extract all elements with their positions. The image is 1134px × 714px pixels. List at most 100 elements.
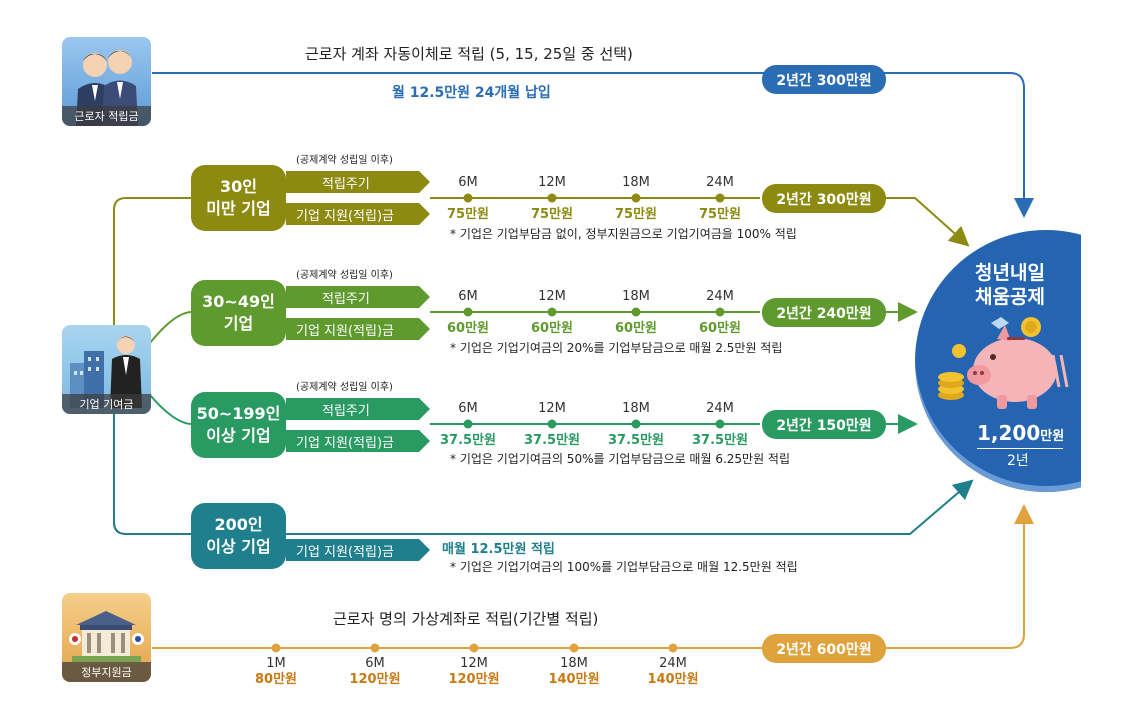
tier2-amount-label: 60만원 [530,321,574,336]
government-milestone-dot [469,643,479,653]
tier1-amount-label: 75만원 [614,207,658,222]
tier3-milestone-dot [463,419,473,429]
tier3-milestone-dot [631,419,641,429]
tier1-total-pill: 2년간 300만원 [762,184,886,213]
tier1-contract-note: (공제계약 성립일 이후) [296,155,393,166]
government-month-label: 18M [560,656,588,671]
tier2-support-label: 기업 지원(적립)금 [296,323,394,339]
worker-icon: 근로자 적립금 [62,37,151,126]
tier3-cycle-label: 적립주기 [322,403,370,419]
tier2-contract-note: (공제계약 성립일 이후) [296,270,393,281]
tier4-support-label: 기업 지원(적립)금 [296,544,394,560]
tier4-monthly: 매월 12.5만원 적립 [442,542,555,557]
tier3-amount-label: 37.5만원 [524,433,580,448]
tier3-amount-label: 37.5만원 [692,433,748,448]
worker-total-pill: 2년간 300만원 [762,65,886,94]
tier1-month-label: 12M [538,175,566,190]
government-amount-label: 140만원 [548,672,600,687]
tier3-month-label: 18M [622,401,650,416]
tier4-support-tag: 기업 지원(적립)금 [286,539,430,561]
tier1-milestone-dot [715,193,725,203]
tier2-name-line2: 기업 [223,314,254,333]
tier4-name-line1: 200인 [214,515,263,535]
tier3-month-label: 24M [706,401,734,416]
tier2-amount-label: 60만원 [446,321,490,336]
tier1-footnote: * 기업은 기업부담금 없이, 정부지원금으로 기업기여금을 100% 적립 [450,227,797,241]
tier2-cycle-tag: 적립주기 [286,286,430,308]
government-milestone-dot [370,643,380,653]
tier3-month-label: 12M [538,401,566,416]
tier3-name-line2: 이상 기업 [206,426,271,445]
result-period: 2년 [1007,453,1029,469]
tier3-amount-label: 37.5만원 [608,433,664,448]
tier1-name-line1: 30인 [220,177,257,197]
tier1-amount-label: 75만원 [446,207,490,222]
tier2-amount-label: 60만원 [614,321,658,336]
government-amount-label: 120만원 [349,672,401,687]
government-month-label: 24M [659,656,687,671]
tier2-milestone-dot [631,307,641,317]
government-building-icon [69,611,144,662]
government-amount-label: 80만원 [254,672,298,687]
tier3-month-label: 6M [458,401,478,416]
tier1-month-label: 6M [458,175,478,190]
government-flow-line [152,504,1034,649]
government-amount-label: 140만원 [647,672,699,687]
result-amount: 1,200 [977,421,1041,445]
tier2-month-label: 24M [706,289,734,304]
tier1-group-box: 30인 미만 기업 [191,165,286,231]
government-milestone-dot [668,643,678,653]
tier1-month-label: 18M [622,175,650,190]
tier1-name-line2: 미만 기업 [206,199,271,218]
tier2-month-label: 18M [622,289,650,304]
tier1-cycle-tag: 적립주기 [286,171,430,193]
tier2-total-pill: 2년간 240만원 [762,298,886,327]
government-month-label: 12M [460,656,488,671]
result-amount-unit: 만원 [1040,429,1065,444]
tier3-cycle-tag: 적립주기 [286,398,430,420]
tier2-month-label: 12M [538,289,566,304]
result-title-line2: 채움공제 [975,286,1045,308]
company-icon-label: 기업 기여금 [62,394,151,414]
tier1-cycle-label: 적립주기 [322,176,370,192]
tier1-milestone-dot [547,193,557,203]
company-icon: 기업 기여금 [62,325,151,414]
tier4-group-box: 200인 이상 기업 [191,503,286,569]
tier3-contract-note: (공제계약 성립일 이후) [296,382,393,393]
tier2-milestone-dot [547,307,557,317]
tier3-amount-label: 37.5만원 [440,433,496,448]
result-title-line1: 청년내일 [975,262,1045,284]
tier3-total-pill: 2년간 150만원 [762,410,886,439]
tier2-milestone-dot [463,307,473,317]
government-month-label: 1M [266,656,286,671]
tier2-amount-label: 60만원 [698,321,742,336]
tier4-footnote: * 기업은 기업기여금의 100%를 기업부담금으로 매월 12.5만원 적립 [450,560,798,574]
worker-description: 근로자 계좌 자동이체로 적립 (5, 15, 25일 중 선택) [305,45,633,63]
government-milestone-dot [271,643,281,653]
tier1-month-label: 24M [706,175,734,190]
worker-flow-line [152,72,1034,218]
tier1-milestone-dot [463,193,473,203]
government-description: 근로자 명의 가상계좌로 적립(기간별 적립) [333,610,599,628]
tier2-milestone-dot [715,307,725,317]
tier1-milestone-dot [631,193,641,203]
tier3-group-box: 50~199인 이상 기업 [191,392,286,458]
tier1-support-tag: 기업 지원(적립)금 [286,203,430,225]
result-amount-group: 1,200만원 [977,423,1064,443]
result-divider [977,448,1063,449]
government-month-label: 6M [365,656,385,671]
piggy-bank-icon [938,317,1069,409]
tier2-footnote: * 기업은 기업기여금의 20%를 기업부담금으로 매월 2.5만원 적립 [450,341,783,355]
tier4-name-line2: 이상 기업 [206,537,271,556]
tier3-milestone-dot [715,419,725,429]
tier2-group-box: 30~49인 기업 [191,280,286,346]
worker-icon-label: 근로자 적립금 [62,106,151,126]
tier2-month-label: 6M [458,289,478,304]
tier1-support-label: 기업 지원(적립)금 [296,208,394,224]
worker-sub-description: 월 12.5만원 24개월 납입 [392,85,551,101]
tier1-amount-label: 75만원 [698,207,742,222]
tier2-name-line1: 30~49인 [202,292,275,312]
result-circle: 청년내일 채움공제 1,200만원 2년 [915,230,1081,492]
